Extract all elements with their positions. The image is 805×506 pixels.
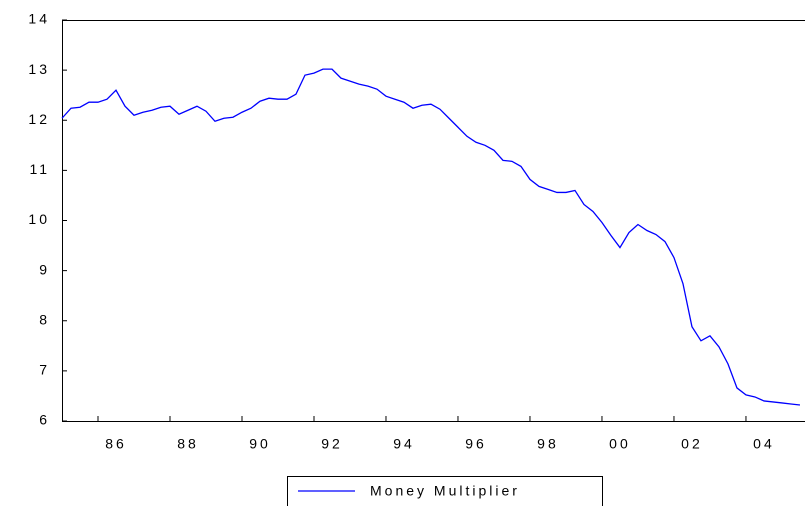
x-tick-label: 04 xyxy=(753,436,775,452)
x-tick-label: 98 xyxy=(537,436,559,452)
legend-label: Money Multiplier xyxy=(370,483,520,499)
y-tick-label: 7 xyxy=(39,362,50,378)
y-tick-label: 12 xyxy=(28,111,50,127)
series-line xyxy=(61,68,801,406)
y-tick-label: 14 xyxy=(28,11,50,27)
x-tick-label: 86 xyxy=(105,436,127,452)
x-tick-label: 96 xyxy=(465,436,487,452)
y-tick-label: 13 xyxy=(28,61,50,77)
y-tick-label: 8 xyxy=(39,311,50,327)
y-tick-label: 11 xyxy=(29,161,50,177)
x-tick-label: 92 xyxy=(321,436,343,452)
x-tick-label: 90 xyxy=(249,436,271,452)
x-tick-label: 00 xyxy=(609,436,631,452)
y-tick-label: 9 xyxy=(39,261,50,277)
y-tick-label: 10 xyxy=(28,211,50,227)
plot-frame xyxy=(62,20,805,422)
y-tick-label: 6 xyxy=(39,412,50,428)
x-tick-label: 02 xyxy=(681,436,703,452)
x-tick-label: 94 xyxy=(393,436,415,452)
x-tick-label: 88 xyxy=(177,436,199,452)
